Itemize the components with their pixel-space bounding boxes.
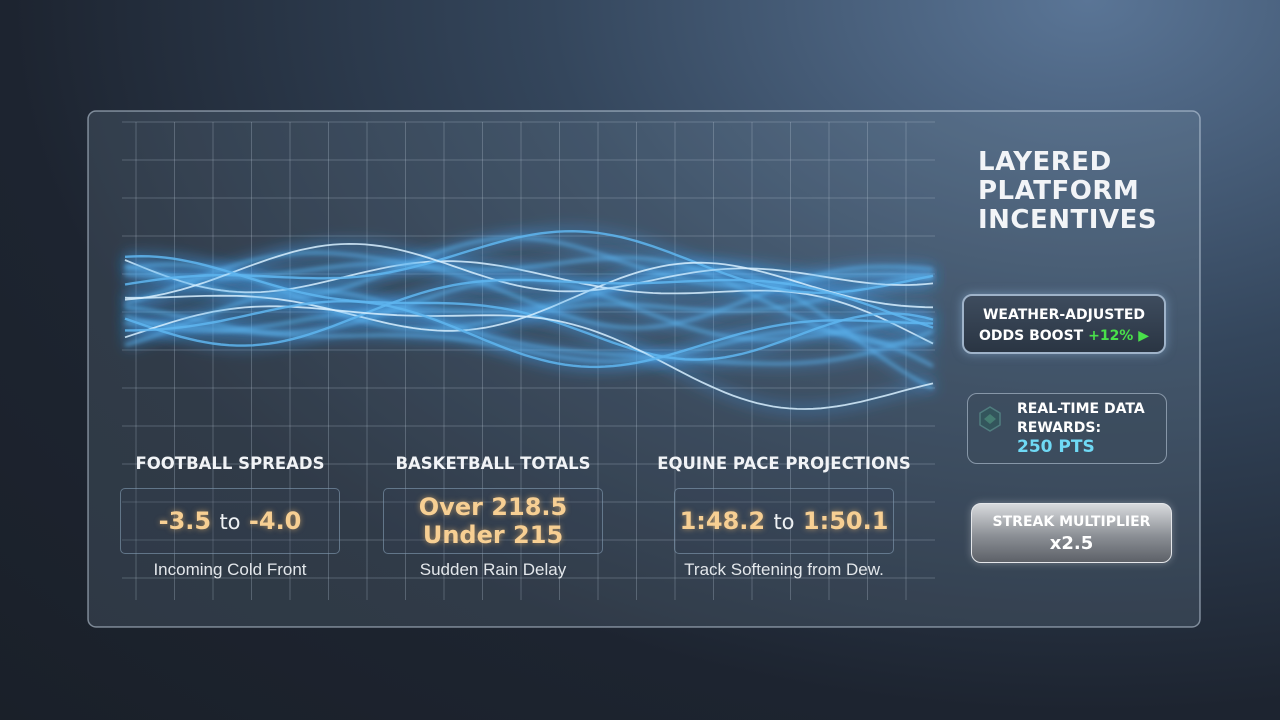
badge-text-row: ODDS BOOST +12% ▶: [964, 326, 1164, 347]
badge-text: ODDS BOOST: [979, 328, 1084, 344]
odds-boost-badge[interactable]: WEATHER-ADJUSTED ODDS BOOST +12% ▶: [962, 294, 1166, 354]
market-note: Track Softening from Dew.: [684, 560, 884, 579]
range-joiner: to: [219, 509, 241, 534]
badge-text: REAL-TIME DATA: [1017, 401, 1145, 417]
wave: [124, 262, 934, 330]
wave: [124, 268, 934, 390]
range-joiner: to: [773, 509, 795, 534]
streak-badge[interactable]: STREAK MULTIPLIER x2.5: [971, 503, 1172, 563]
market-football: FOOTBALL SPREADS -3.5 to -4.0 Incoming C…: [80, 454, 380, 580]
wave: [124, 305, 934, 410]
up-arrow: ▶: [1138, 328, 1149, 344]
wave: [124, 242, 934, 301]
market-basketball: BASKETBALL TOTALS Over 218.5 Under 215 S…: [343, 454, 643, 580]
sidebar-title: LAYERED PLATFORM INCENTIVES: [978, 148, 1157, 235]
badge-text: WEATHER-ADJUSTED: [982, 307, 1146, 323]
badge-text: REWARDS:: [1017, 420, 1102, 436]
title-line: LAYERED: [978, 147, 1112, 177]
market-value: Over 218.5: [418, 493, 568, 521]
market-box: 1:48.2 to 1:50.1: [674, 488, 894, 554]
range-from: -3.5: [158, 506, 212, 535]
badge-value: x2.5: [1049, 533, 1094, 554]
market-box: -3.5 to -4.0: [120, 488, 340, 554]
market-note: Incoming Cold Front: [153, 560, 307, 579]
badge-value: 250 PTS: [1017, 437, 1095, 457]
market-equine: EQUINE PACE PROJECTIONS 1:48.2 to 1:50.1…: [634, 454, 934, 580]
market-title: BASKETBALL TOTALS: [395, 454, 591, 473]
wave: [124, 289, 934, 365]
rewards-badge[interactable]: REAL-TIME DATA REWARDS: 250 PTS: [967, 393, 1167, 464]
market-title: EQUINE PACE PROJECTIONS: [657, 454, 911, 473]
market-value: -3.5 to -4.0: [121, 507, 339, 536]
wave: [124, 263, 934, 331]
market-note: Sudden Rain Delay: [419, 560, 567, 579]
wave: [124, 306, 934, 368]
title-line: PLATFORM: [978, 176, 1140, 206]
badge-value: +12%: [1088, 328, 1134, 344]
range-from: 1:48.2: [679, 506, 766, 535]
badge-text: STREAK MULTIPLIER: [992, 514, 1151, 530]
wave: [125, 299, 934, 369]
range-to: -4.0: [248, 506, 302, 535]
market-title: FOOTBALL SPREADS: [135, 454, 325, 473]
market-box: Over 218.5 Under 215: [383, 488, 603, 554]
waves: [123, 226, 936, 414]
title-line: INCENTIVES: [978, 205, 1158, 235]
range-to: 1:50.1: [802, 506, 889, 535]
wave: [124, 251, 934, 346]
market-value: 1:48.2 to 1:50.1: [675, 507, 893, 536]
market-value: Under 215: [422, 521, 564, 549]
